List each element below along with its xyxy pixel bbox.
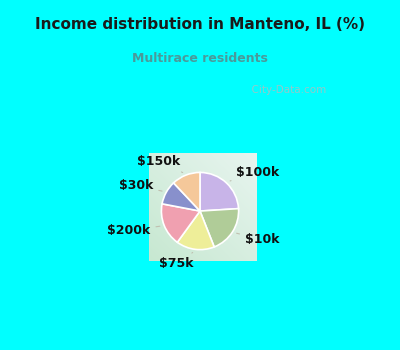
Text: $75k: $75k xyxy=(159,252,193,271)
Text: $200k: $200k xyxy=(107,224,160,237)
Wedge shape xyxy=(200,173,238,211)
Text: $10k: $10k xyxy=(236,233,280,246)
Text: $150k: $150k xyxy=(137,155,183,173)
Wedge shape xyxy=(200,209,239,247)
Text: City-Data.com: City-Data.com xyxy=(245,85,326,95)
Wedge shape xyxy=(161,204,200,242)
Text: $100k: $100k xyxy=(230,166,280,181)
Wedge shape xyxy=(174,173,200,211)
Text: $30k: $30k xyxy=(119,179,162,192)
Wedge shape xyxy=(177,211,214,250)
Wedge shape xyxy=(162,183,200,211)
Text: Income distribution in Manteno, IL (%): Income distribution in Manteno, IL (%) xyxy=(35,17,365,32)
Text: Multirace residents: Multirace residents xyxy=(132,52,268,65)
